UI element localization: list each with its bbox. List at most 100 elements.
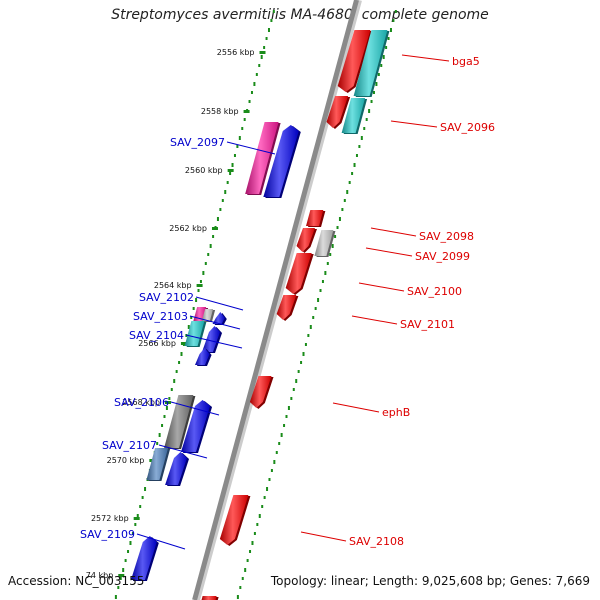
- track-dot: [300, 361, 303, 364]
- leader-line-right: [365, 247, 413, 257]
- track-dot: [265, 37, 268, 40]
- track-dot: [287, 406, 290, 410]
- track-dot: [268, 478, 271, 481]
- track-dot: [394, 10, 397, 13]
- leader-line-left: [158, 444, 208, 459]
- track-dot: [355, 154, 358, 157]
- track-dot: [260, 55, 263, 59]
- ruler-tick: [243, 110, 250, 113]
- track-dot: [241, 577, 244, 580]
- ruler-tick: [211, 227, 218, 230]
- ruler-label: 74 kbp: [86, 571, 114, 580]
- track-dot: [226, 181, 229, 184]
- leader-line-right: [300, 531, 347, 542]
- leader-line-left: [136, 533, 186, 550]
- gene-sav2106b: [181, 400, 211, 452]
- track-dot: [212, 235, 215, 238]
- track-dot: [216, 217, 219, 221]
- ruler-tick: [133, 517, 140, 520]
- track-dot: [273, 460, 276, 464]
- track-dot: [131, 532, 134, 535]
- track-dot: [192, 307, 195, 310]
- track-dot: [324, 271, 327, 275]
- track-dot: [224, 190, 227, 194]
- track-dot: [270, 19, 273, 22]
- leader-line-left: [189, 315, 241, 330]
- gene-label-right: SAV_2098: [419, 230, 474, 243]
- gene-bga5-upstream-red: [337, 30, 371, 92]
- ruler-tick: [165, 401, 171, 404]
- track-dot: [255, 73, 258, 76]
- track-dot: [338, 217, 341, 221]
- track-dot: [233, 154, 236, 157]
- track-dot: [280, 433, 283, 437]
- track-dot: [122, 568, 125, 572]
- gene-label-left: SAV_2103: [133, 310, 188, 323]
- ruler-tick: [227, 169, 234, 172]
- ruler-tick: [118, 574, 125, 577]
- track-dot: [307, 334, 310, 337]
- track-dot: [249, 550, 252, 553]
- leader-line-left: [185, 334, 243, 349]
- track-dot: [319, 289, 322, 292]
- track-dot: [219, 208, 222, 211]
- track-dot: [363, 127, 366, 130]
- track-dot: [263, 46, 266, 49]
- track-dot: [375, 82, 378, 86]
- leader-line-right: [401, 54, 450, 62]
- track-dot: [321, 280, 324, 283]
- track-dot: [114, 595, 117, 599]
- track-dot: [283, 424, 286, 427]
- track-dot: [329, 253, 332, 256]
- track-dot: [351, 172, 354, 175]
- track-dot: [238, 136, 241, 140]
- ruler-label: 2570 kbp: [107, 456, 145, 465]
- track-dot: [173, 379, 176, 383]
- track-dot: [243, 118, 246, 121]
- track-dot: [202, 271, 205, 275]
- track-dot: [165, 406, 168, 410]
- track-dot: [346, 190, 349, 194]
- track-dot: [317, 298, 320, 302]
- leader-line-right: [370, 227, 417, 237]
- track-dot: [295, 379, 298, 383]
- ruler-label: 2562 kbp: [169, 224, 207, 233]
- gene-sav2107b: [165, 452, 187, 485]
- track-dot: [258, 64, 261, 67]
- track-dot: [380, 64, 383, 67]
- gene-sav2101: [276, 295, 297, 320]
- track-dot: [314, 307, 317, 310]
- track-dot: [385, 46, 388, 49]
- track-dot: [272, 10, 275, 13]
- track-dot: [331, 244, 334, 248]
- ruler-tick: [196, 284, 203, 287]
- gene-label-right: bga5: [452, 55, 480, 68]
- gene-label-left: SAV_2102: [139, 291, 194, 304]
- leader-line-right: [390, 120, 438, 128]
- gene-label-left: SAV_2107: [102, 439, 157, 452]
- genome-stats-label: Topology: linear; Length: 9,025,608 bp; …: [270, 574, 590, 588]
- track-dot: [229, 172, 232, 175]
- track-dot: [382, 55, 385, 59]
- gene-sav2106: [164, 395, 194, 448]
- leader-line-left: [195, 296, 244, 311]
- gene-sav2102b: [201, 309, 214, 321]
- track-dot: [372, 91, 375, 94]
- track-dot: [343, 199, 346, 202]
- track-dot: [156, 442, 159, 445]
- track-dot: [253, 82, 256, 86]
- track-dot: [168, 397, 171, 400]
- track-dot: [158, 433, 161, 437]
- track-dot: [326, 262, 329, 265]
- gene-sav2107: [146, 448, 169, 480]
- gene-sav2098: [296, 228, 315, 252]
- track-dot: [136, 514, 139, 518]
- track-dot: [180, 352, 183, 356]
- gene-sav2102c: [212, 312, 225, 324]
- gene-label-right: SAV_2108: [349, 535, 404, 548]
- ruler-tick: [180, 342, 187, 345]
- ruler-label: 2568 kbp: [122, 398, 160, 407]
- track-dot: [161, 424, 164, 427]
- leader-line-right: [358, 282, 405, 292]
